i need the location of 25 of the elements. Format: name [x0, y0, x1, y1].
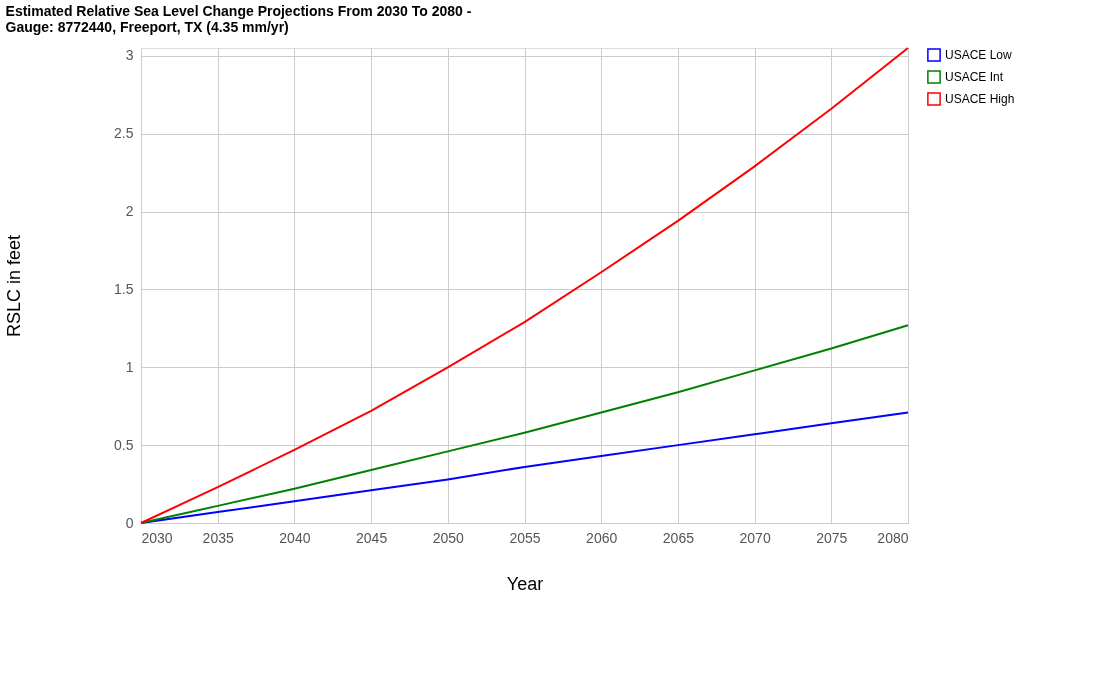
x-tick-label: 2030	[141, 529, 173, 546]
x-tick-label: 2070	[739, 529, 771, 546]
legend-label: USACE High	[945, 92, 1015, 106]
legend-label: USACE Int	[945, 70, 1004, 84]
x-tick-label: 2075	[816, 529, 848, 546]
x-tick-label: 2040	[279, 529, 311, 546]
x-tick-label: 2080	[877, 529, 909, 546]
x-tick-label: 2065	[662, 529, 695, 546]
x-tick-label: 2035	[202, 529, 234, 546]
y-axis-title: RSLC in feet	[4, 234, 25, 338]
y-tick-label: 3	[125, 47, 134, 64]
y-tick-label: 0	[125, 514, 134, 531]
y-tick-label: 2.5	[114, 125, 134, 142]
x-tick-label: 2055	[509, 529, 541, 546]
x-tick-label: 2050	[432, 529, 465, 546]
legend-label: USACE Low	[945, 48, 1013, 62]
y-tick-label: 2	[125, 203, 134, 220]
x-tick-label: 2060	[586, 529, 618, 546]
y-tick-label: 0.5	[114, 436, 134, 453]
chart-title: Estimated Relative Sea Level Change Projections From 2030 To 2080 - Gauge: 8772440, Freeport, TX (4.35 mm/yr)	[5, 3, 472, 35]
x-tick-label: 2045	[356, 529, 388, 546]
y-tick-label: 1.5	[114, 280, 134, 297]
y-tick-label: 1	[125, 358, 134, 375]
line-series	[140, 47, 909, 524]
x-axis-title: Year	[506, 573, 544, 594]
